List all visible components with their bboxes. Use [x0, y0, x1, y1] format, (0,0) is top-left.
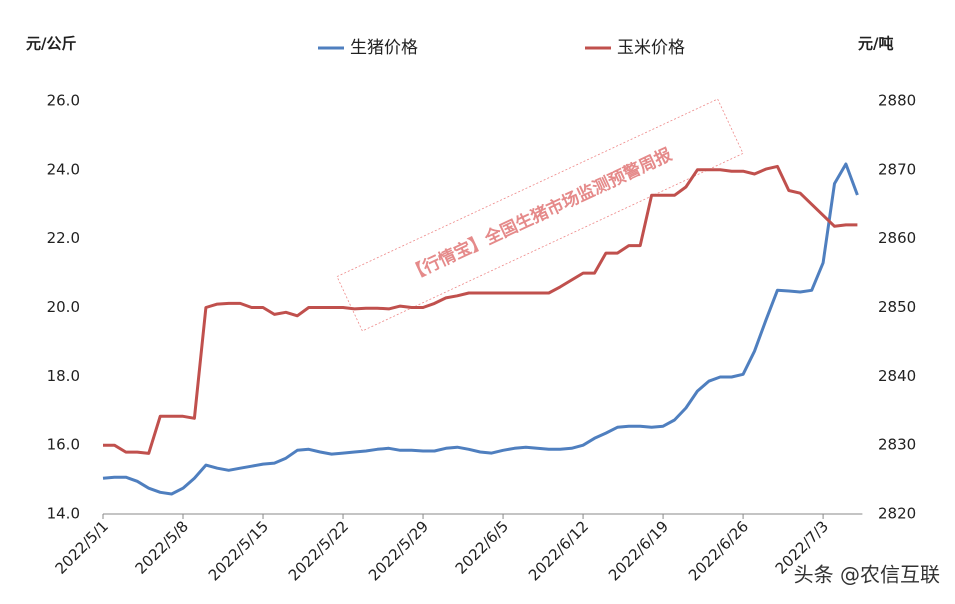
credit: 头条 @农信互联	[794, 563, 940, 587]
x-tick-label: 2022/6/12	[525, 517, 592, 584]
x-tick-label: 2022/5/8	[132, 517, 192, 577]
legend-label: 生猪价格	[350, 38, 418, 58]
y-tick-label: 24.0	[47, 160, 80, 178]
y-tick-label: 20.0	[47, 298, 80, 316]
x-tick-label: 2022/6/26	[685, 517, 752, 584]
series-line	[103, 164, 858, 455]
y2-tick-label: 2830	[878, 436, 916, 454]
y2-tick-label: 2860	[878, 229, 916, 247]
y2-axis-label: 元/吨	[858, 35, 893, 53]
y-tick-label: 26.0	[47, 92, 80, 110]
y-tick-label: 16.0	[47, 436, 80, 454]
x-tick-label: 2022/5/1	[52, 517, 112, 577]
x-tick-label: 2022/6/5	[452, 517, 512, 577]
y2-tick-label: 2870	[878, 160, 916, 178]
y2-tick-label: 2850	[878, 298, 916, 316]
y2-tick-label: 2880	[878, 92, 916, 110]
watermark: 【行情宝】全国生猪市场监测预警周报	[336, 98, 744, 332]
y-tick-label: 22.0	[47, 229, 80, 247]
y2-tick-label: 2840	[878, 367, 916, 385]
y-tick-label: 14.0	[47, 505, 80, 523]
watermark-text: 【行情宝】全国生猪市场监测预警周报	[404, 144, 675, 285]
y-tick-label: 18.0	[47, 367, 80, 385]
legend-label: 玉米价格	[617, 38, 685, 58]
y2-tick-label: 2820	[878, 505, 916, 523]
x-tick-label: 2022/5/29	[365, 517, 432, 584]
x-tick-label: 2022/5/22	[285, 517, 352, 584]
x-tick-label: 2022/5/15	[205, 517, 272, 584]
series-line	[102, 162, 859, 496]
watermark-box	[336, 98, 744, 332]
x-tick-label: 2022/6/19	[605, 517, 672, 584]
y-axis-label: 元/公斤	[26, 35, 76, 53]
